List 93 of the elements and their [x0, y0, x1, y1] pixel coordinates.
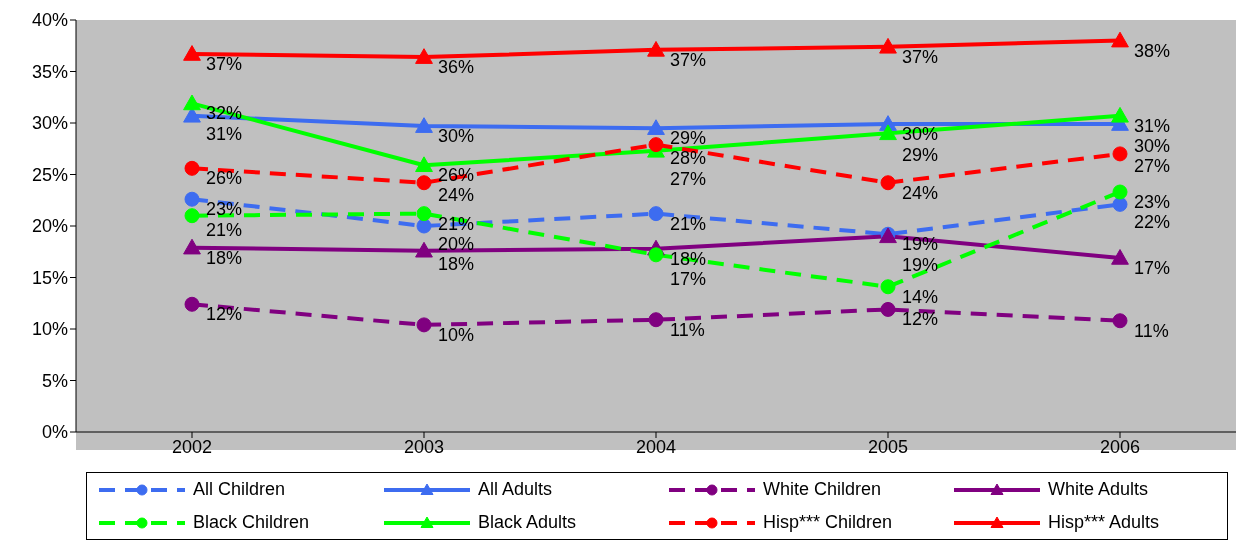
y-tick-label: 25%	[31, 164, 68, 185]
point	[880, 301, 896, 317]
y-tick-label: 35%	[31, 61, 68, 82]
y-tick-label: 5%	[41, 370, 68, 391]
x-tick-label: 2004	[635, 436, 677, 457]
point	[880, 175, 896, 191]
data-label: 23%	[206, 199, 243, 220]
point	[184, 208, 200, 224]
point	[1112, 184, 1128, 200]
data-label: 18%	[438, 254, 475, 275]
x-tick-label: 2002	[171, 436, 213, 457]
y-tick-label: 15%	[31, 267, 68, 288]
legend-label: Black Adults	[478, 512, 577, 533]
point	[415, 48, 433, 64]
data-label: 36%	[438, 57, 475, 78]
data-label: 12%	[902, 309, 939, 330]
point	[647, 40, 665, 57]
point	[415, 117, 433, 133]
data-label: 17%	[670, 269, 707, 290]
data-label: 28%	[670, 148, 707, 169]
data-label: 31%	[1134, 115, 1171, 136]
data-label: 11%	[1134, 320, 1169, 341]
point	[416, 317, 432, 333]
data-label: 23%	[1134, 192, 1171, 213]
point	[184, 191, 200, 207]
legend-label: All Children	[193, 479, 286, 500]
legend-label: Hisp*** Adults	[1048, 512, 1160, 533]
point	[648, 312, 664, 328]
data-label: 22%	[1134, 212, 1171, 233]
point	[879, 37, 897, 54]
point	[880, 279, 896, 295]
y-tick-label: 40%	[31, 10, 68, 31]
point	[183, 238, 201, 255]
data-label: 21%	[206, 219, 243, 240]
point	[1111, 106, 1129, 123]
point	[1112, 196, 1128, 212]
data-label: 18%	[206, 247, 243, 268]
data-label: 31%	[206, 123, 243, 144]
data-label: 29%	[902, 144, 939, 165]
point	[416, 218, 432, 234]
data-label: 27%	[670, 169, 707, 190]
data-label: 38%	[1134, 40, 1171, 61]
data-label: 29%	[670, 128, 707, 149]
data-label: 24%	[902, 182, 939, 203]
data-label: 18%	[670, 248, 707, 269]
point	[416, 206, 432, 222]
y-tick-label: 0%	[41, 422, 68, 443]
point	[879, 124, 897, 141]
data-label: 26%	[438, 165, 475, 186]
point	[648, 247, 664, 263]
data-label: 17%	[1134, 257, 1171, 278]
data-label: 37%	[206, 53, 243, 74]
legend-label: White Children	[763, 479, 882, 500]
data-label: 32%	[206, 103, 243, 124]
y-tick-label: 10%	[31, 319, 68, 340]
point	[415, 241, 433, 258]
legend-label: All Adults	[478, 479, 553, 500]
data-label: 37%	[902, 46, 939, 67]
data-label: 37%	[670, 49, 707, 70]
data-label: 19%	[902, 255, 939, 276]
x-tick-label: 2006	[1099, 436, 1141, 457]
point	[184, 160, 200, 176]
point	[1112, 313, 1128, 329]
point	[647, 119, 665, 135]
point	[648, 206, 664, 222]
point	[184, 296, 200, 312]
point	[1111, 249, 1129, 265]
data-label: 26%	[206, 168, 243, 189]
data-label: 30%	[438, 126, 475, 147]
data-label: 12%	[206, 304, 243, 325]
data-label: 21%	[670, 213, 707, 234]
data-label: 27%	[1134, 156, 1171, 177]
y-tick-label: 20%	[31, 216, 68, 237]
x-tick-label: 2005	[867, 436, 909, 457]
data-label: 14%	[902, 286, 939, 307]
point	[183, 94, 201, 111]
legend-label: White Adults	[1048, 479, 1149, 500]
point	[1111, 31, 1129, 48]
legend-label: Black Children	[193, 512, 310, 533]
point	[416, 175, 432, 191]
x-tick-label: 2003	[403, 436, 445, 457]
point	[1112, 146, 1128, 162]
data-label: 11%	[670, 319, 705, 340]
point	[183, 45, 201, 61]
legend-label: Hisp*** Children	[763, 512, 893, 533]
point	[648, 137, 664, 153]
data-label: 30%	[1134, 136, 1171, 157]
data-label: 10%	[438, 324, 475, 345]
data-label: 24%	[438, 185, 475, 206]
data-label: 20%	[438, 234, 475, 255]
point	[415, 156, 433, 173]
y-tick-label: 30%	[31, 113, 68, 134]
data-label: 21%	[438, 213, 475, 234]
